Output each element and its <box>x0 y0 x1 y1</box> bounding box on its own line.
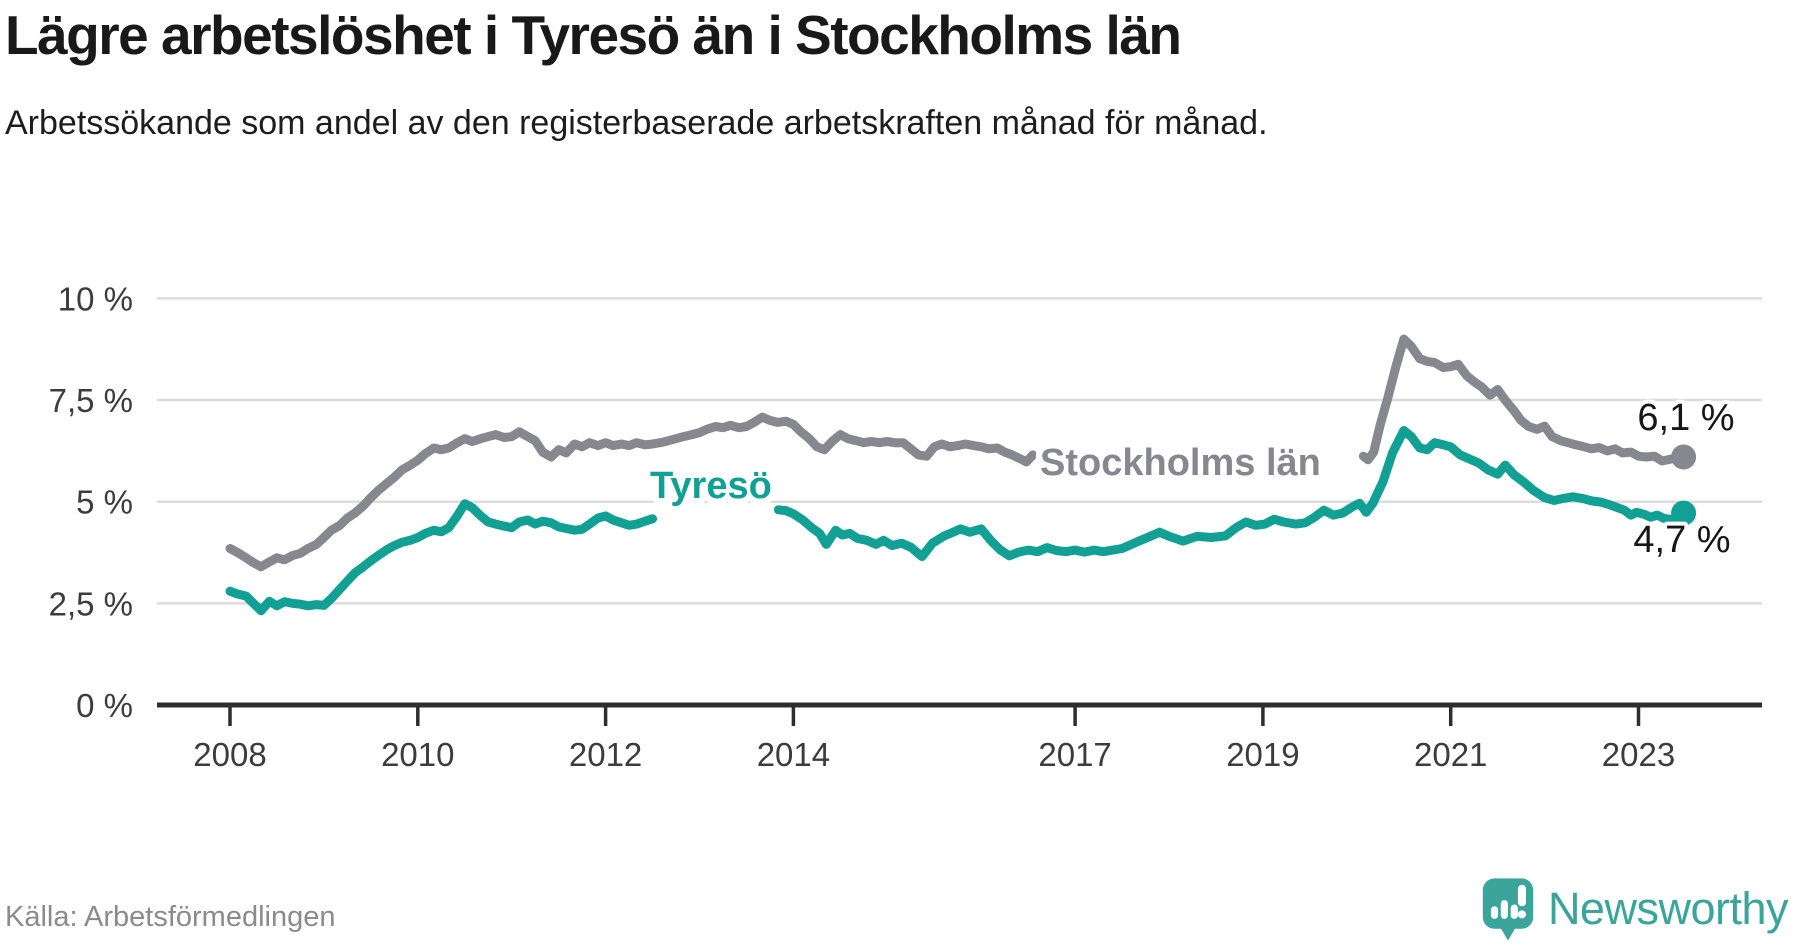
series-end-dot-stockholms-lan <box>1671 444 1697 470</box>
end-value-label-tyreso: 4,7 % <box>1633 519 1730 561</box>
logo-bar-large <box>1510 904 1518 919</box>
brand-name-text: Newsworthy <box>1547 883 1789 934</box>
source-note: Källa: Arbetsförmedlingen <box>5 901 336 933</box>
end-value-label-stockholms-lan: 6,1 % <box>1637 397 1734 439</box>
x-axis-label: 2008 <box>193 736 266 773</box>
chart-subtitle: Arbetssökande som andel av den registerb… <box>5 104 1268 142</box>
y-axis-label: 7,5 % <box>49 382 133 419</box>
y-axis-label: 5 % <box>76 484 133 521</box>
x-axis-label: 2021 <box>1414 736 1487 773</box>
x-axis-label: 2019 <box>1226 736 1299 773</box>
y-axis-label: 2,5 % <box>49 585 133 622</box>
series-label-stockholms-lan: Stockholms län <box>1040 442 1321 484</box>
logo-exclamation-dot <box>1517 910 1526 919</box>
series-line-stockholms-lan <box>225 412 1038 572</box>
series-line-tyreso <box>225 499 657 616</box>
x-axis-label: 2023 <box>1602 736 1675 773</box>
logo-bar-medium <box>1500 900 1508 919</box>
x-axis-label: 2012 <box>569 736 642 773</box>
logo-bar-small <box>1490 906 1499 919</box>
series-line-tyreso <box>773 426 1681 562</box>
series-end-dot-tyreso <box>1671 500 1697 526</box>
series-label-tyreso: Tyresö <box>650 465 772 507</box>
y-axis-label: 0 % <box>76 687 133 724</box>
newsworthy-logo-icon <box>1482 878 1534 941</box>
series-line-stockholms-lan <box>1358 334 1676 466</box>
x-axis-label: 2014 <box>757 736 830 773</box>
x-axis-label: 2017 <box>1038 736 1111 773</box>
logo-exclamation-bar <box>1517 884 1526 907</box>
page-title: Lägre arbetslöshet i Tyresö än i Stockho… <box>5 4 1182 66</box>
x-axis-label: 2010 <box>381 736 454 773</box>
y-axis-label: 10 % <box>58 280 133 317</box>
newsworthy-brand: Newsworthy <box>1481 874 1789 944</box>
